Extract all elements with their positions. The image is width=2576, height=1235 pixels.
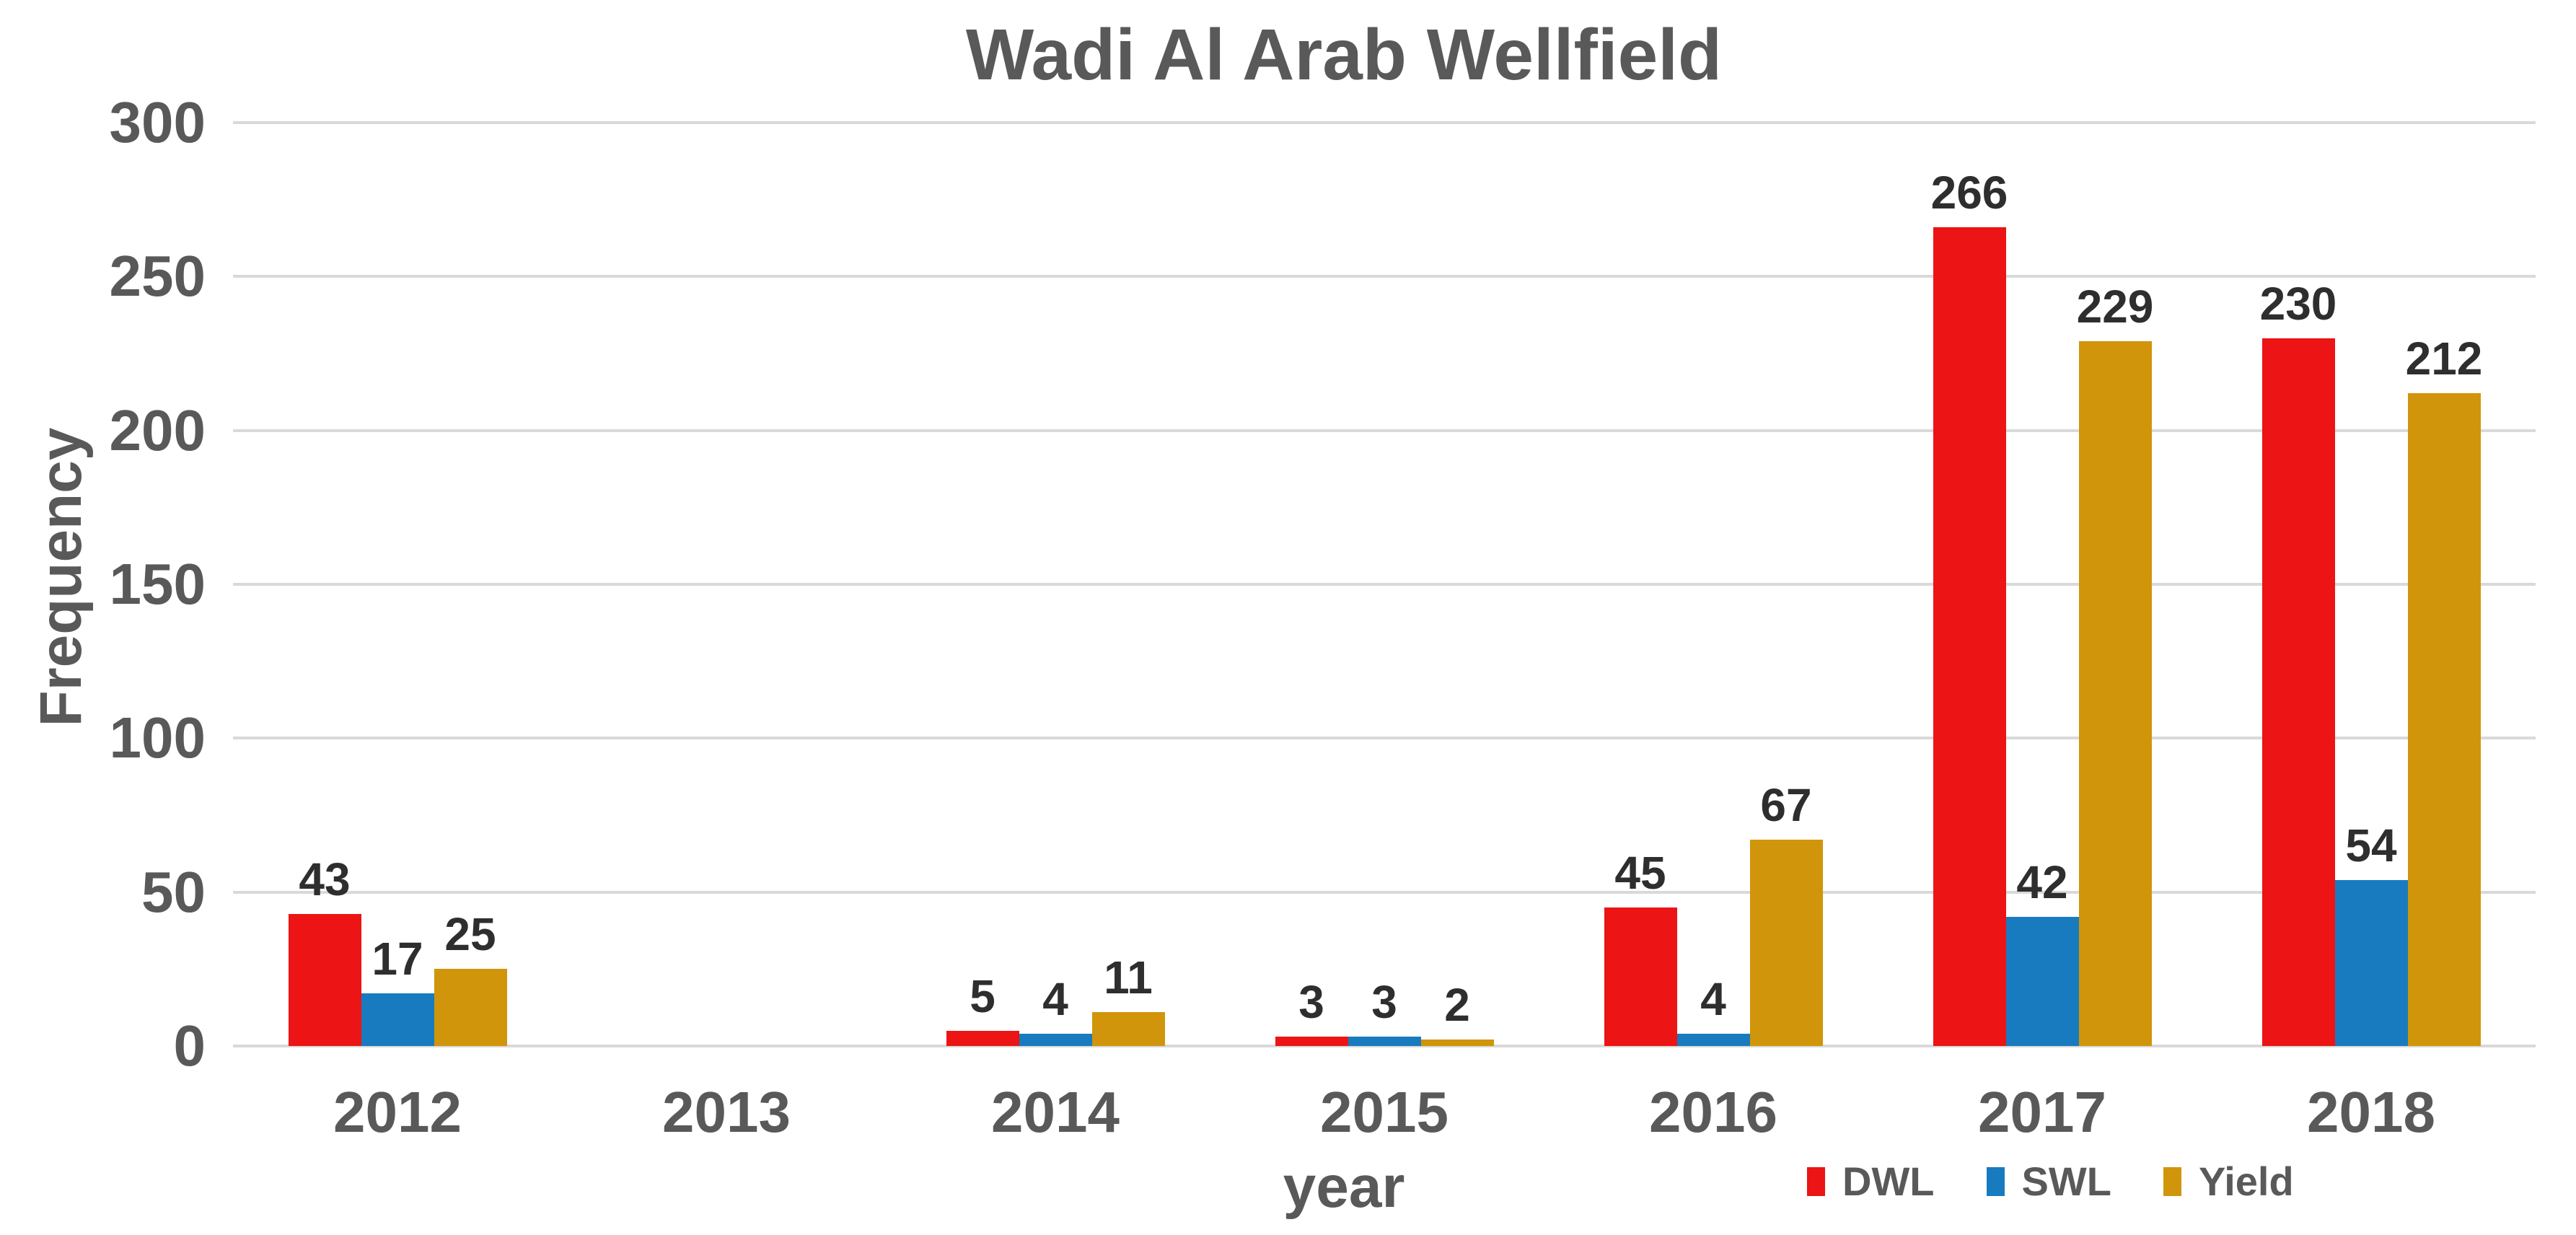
bar-swl-2014 — [1019, 1033, 1092, 1046]
bar-value-label-swl-2012: 17 — [372, 933, 423, 985]
bar-dwl-2016 — [1604, 907, 1677, 1046]
bar-swl-2018 — [2334, 879, 2408, 1046]
bar-value-label-dwl-2017: 266 — [1930, 167, 2008, 219]
bar-value-label-yield-2017: 229 — [2076, 280, 2154, 333]
y-tick-label-100: 100 — [109, 706, 206, 770]
chart-title: Wadi Al Arab Wellfield — [965, 14, 1723, 95]
bar-dwl-2015 — [1275, 1037, 1348, 1046]
bar-value-label-yield-2015: 2 — [1444, 979, 1470, 1032]
bar-value-label-swl-2014: 4 — [1042, 972, 1068, 1025]
legend-swatch-dwl — [1807, 1167, 1825, 1196]
bar-value-label-yield-2014: 11 — [1104, 951, 1153, 1004]
legend-label-dwl: DWL — [1842, 1159, 1935, 1204]
bar-yield-2018 — [2407, 393, 2481, 1046]
bar-yield-2017 — [2078, 340, 2152, 1046]
legend-item-swl: SWL — [1986, 1159, 2111, 1205]
bar-value-label-swl-2017: 42 — [2016, 856, 2068, 908]
x-tick-label-2012: 2012 — [333, 1080, 462, 1144]
y-tick-label-200: 200 — [109, 397, 206, 462]
bar-value-label-dwl-2016: 45 — [1614, 847, 1666, 899]
y-tick-label-250: 250 — [109, 244, 206, 309]
x-axis-title: year — [1283, 1154, 1405, 1220]
legend-item-dwl: DWL — [1807, 1159, 1935, 1205]
gridline-200 — [233, 428, 2536, 432]
bar-value-label-dwl-2014: 5 — [970, 970, 995, 1022]
bar-yield-2012 — [434, 969, 507, 1046]
bar-value-label-swl-2016: 4 — [1700, 972, 1726, 1025]
bar-value-label-dwl-2015: 3 — [1298, 976, 1324, 1029]
bar-yield-2016 — [1749, 840, 1823, 1046]
legend: DWL SWL Yield — [1807, 1159, 2294, 1205]
bar-value-label-dwl-2012: 43 — [299, 853, 351, 905]
bar-dwl-2012 — [288, 913, 361, 1046]
bar-value-label-yield-2012: 25 — [444, 908, 496, 961]
bar-yield-2015 — [1420, 1040, 1494, 1046]
bar-value-label-swl-2018: 54 — [2345, 819, 2397, 871]
x-tick-label-2018: 2018 — [2307, 1080, 2435, 1144]
bar-swl-2017 — [2005, 916, 2079, 1046]
y-tick-label-0: 0 — [173, 1014, 206, 1078]
bar-value-label-dwl-2018: 230 — [2259, 277, 2337, 330]
x-tick-label-2014: 2014 — [991, 1080, 1120, 1144]
bar-swl-2012 — [361, 993, 434, 1046]
x-tick-label-2013: 2013 — [662, 1080, 791, 1144]
bar-yield-2014 — [1091, 1012, 1165, 1046]
gridline-250 — [233, 275, 2536, 278]
bar-dwl-2014 — [946, 1030, 1019, 1046]
bar-dwl-2017 — [1933, 227, 2006, 1046]
legend-swatch-yield — [2163, 1167, 2181, 1196]
bar-value-label-yield-2016: 67 — [1760, 779, 1812, 832]
gridline-300 — [233, 121, 2536, 124]
bar-swl-2016 — [1676, 1033, 1750, 1046]
bar-swl-2015 — [1348, 1037, 1421, 1046]
x-tick-label-2016: 2016 — [1649, 1080, 1777, 1144]
gridline-150 — [233, 583, 2536, 586]
gridline-100 — [233, 737, 2536, 740]
gridline-0 — [233, 1045, 2536, 1047]
bar-value-label-swl-2015: 3 — [1371, 976, 1397, 1029]
y-tick-label-300: 300 — [109, 90, 206, 154]
legend-swatch-swl — [1986, 1167, 2005, 1196]
legend-item-yield: Yield — [2163, 1159, 2294, 1205]
y-tick-label-150: 150 — [109, 552, 206, 616]
y-tick-label-50: 50 — [141, 859, 206, 924]
legend-label-swl: SWL — [2021, 1159, 2111, 1204]
x-tick-label-2015: 2015 — [1320, 1080, 1449, 1144]
bar-value-label-yield-2018: 212 — [2405, 333, 2483, 385]
gridline-50 — [233, 890, 2536, 894]
x-tick-label-2017: 2017 — [1978, 1080, 2106, 1144]
legend-label-yield: Yield — [2198, 1159, 2294, 1204]
bar-dwl-2018 — [2261, 338, 2335, 1046]
